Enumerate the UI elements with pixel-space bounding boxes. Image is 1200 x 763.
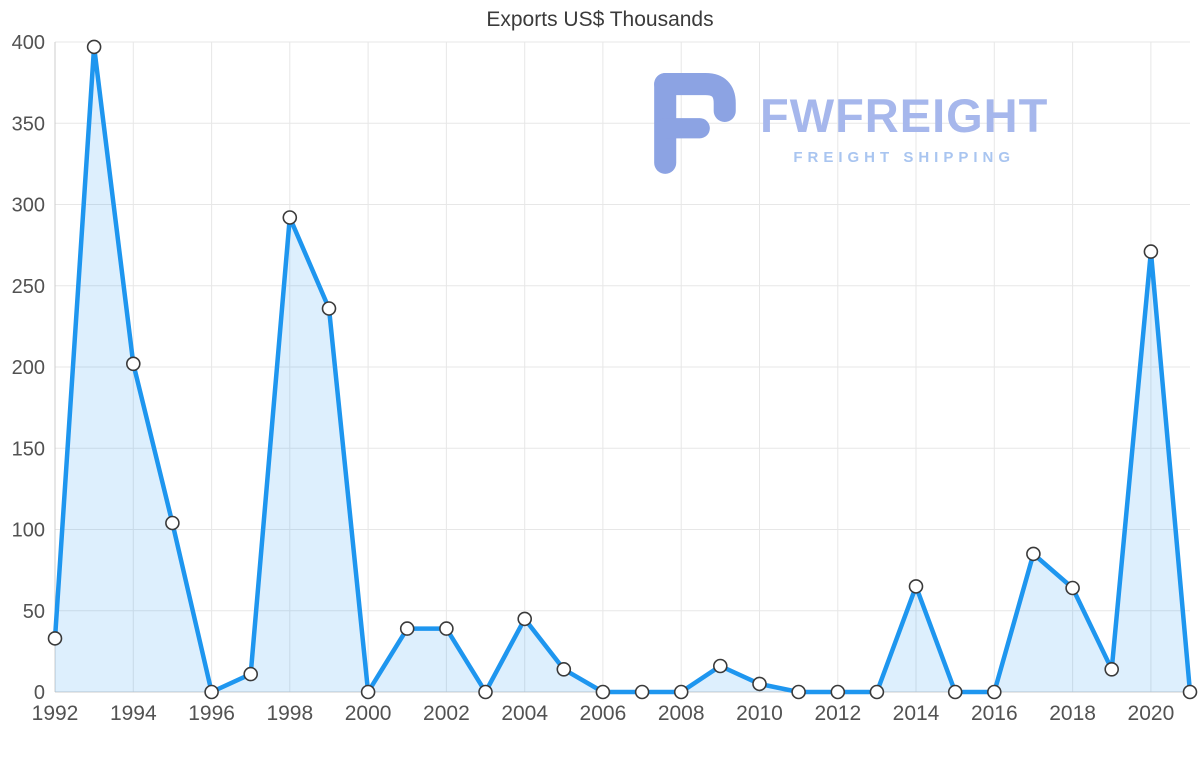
data-point-marker[interactable] — [595, 684, 611, 700]
data-point-marker[interactable] — [1026, 546, 1041, 562]
data-point-marker[interactable] — [1182, 684, 1198, 700]
x-axis-tick-label: 1998 — [266, 702, 313, 725]
chart-title: Exports US$ Thousands — [486, 8, 714, 31]
data-point-marker[interactable] — [947, 684, 963, 700]
data-point-marker[interactable] — [165, 515, 180, 531]
data-point-marker[interactable] — [321, 301, 337, 316]
x-axis-tick-label: 2006 — [580, 702, 627, 725]
x-axis-tick-label: 1992 — [32, 702, 79, 725]
data-point-marker[interactable] — [1065, 580, 1080, 596]
x-axis-tick-label: 1996 — [188, 702, 235, 725]
x-axis-tick-label: 1994 — [110, 702, 157, 725]
data-point-marker[interactable] — [830, 684, 846, 700]
x-axis-tick-label: 2020 — [1128, 702, 1175, 725]
y-axis-tick-label: 400 — [12, 32, 45, 54]
y-axis-tick-label: 100 — [12, 520, 45, 542]
data-point-marker[interactable] — [399, 621, 415, 636]
data-point-marker[interactable] — [673, 684, 689, 700]
y-axis-tick-label: 300 — [12, 195, 45, 217]
data-point-marker[interactable] — [86, 39, 102, 55]
data-point-marker[interactable] — [986, 684, 1002, 700]
y-axis-tick-label: 0 — [34, 682, 45, 704]
data-point-marker[interactable] — [1104, 661, 1119, 677]
data-point-marker[interactable] — [752, 676, 767, 692]
fwfreight-watermark: FWFREIGHT FREIGHT SHIPPING — [646, 66, 1048, 178]
y-axis-tick-label: 350 — [12, 113, 45, 135]
x-axis-tick-label: 2000 — [345, 702, 392, 725]
data-point-marker[interactable] — [204, 684, 219, 700]
y-axis-tick-label: 250 — [12, 276, 45, 298]
data-point-marker[interactable] — [1143, 244, 1159, 259]
data-point-marker[interactable] — [47, 631, 63, 646]
data-point-marker[interactable] — [869, 684, 885, 700]
data-point-marker[interactable] — [126, 356, 141, 372]
x-axis-tick-label: 2004 — [501, 702, 548, 725]
watermark-brand: FWFREIGHT — [760, 89, 1049, 142]
watermark-text-block: FWFREIGHT FREIGHT SHIPPING — [760, 92, 1048, 166]
data-point-marker[interactable] — [517, 611, 533, 627]
data-point-marker[interactable] — [243, 666, 258, 682]
y-axis-tick-label: 200 — [12, 357, 45, 379]
x-axis-tick-label: 2002 — [423, 702, 470, 725]
x-axis-tick-label: 2016 — [971, 702, 1018, 725]
data-point-marker[interactable] — [791, 684, 806, 700]
data-point-marker[interactable] — [634, 684, 650, 700]
data-point-marker[interactable] — [712, 658, 728, 674]
watermark-subtitle: FREIGHT SHIPPING — [793, 149, 1016, 166]
fwfreight-logo-icon — [654, 73, 736, 174]
x-axis-tick-label: 2010 — [736, 702, 783, 725]
x-axis-tick-label: 2012 — [814, 702, 861, 725]
y-axis-tick-label: 150 — [12, 438, 45, 460]
data-point-marker[interactable] — [439, 621, 454, 636]
data-point-marker[interactable] — [282, 210, 298, 225]
x-axis-tick-label: 2018 — [1049, 702, 1096, 725]
data-point-marker[interactable] — [908, 579, 924, 594]
x-axis-tick-label: 2014 — [893, 702, 940, 725]
y-axis-tick-label: 50 — [23, 601, 45, 623]
series-area-fill — [55, 46, 1190, 692]
data-point-marker[interactable] — [360, 684, 376, 700]
data-point-marker[interactable] — [478, 684, 493, 700]
x-axis-tick-label: 2008 — [658, 702, 705, 725]
data-point-marker[interactable] — [556, 661, 572, 677]
